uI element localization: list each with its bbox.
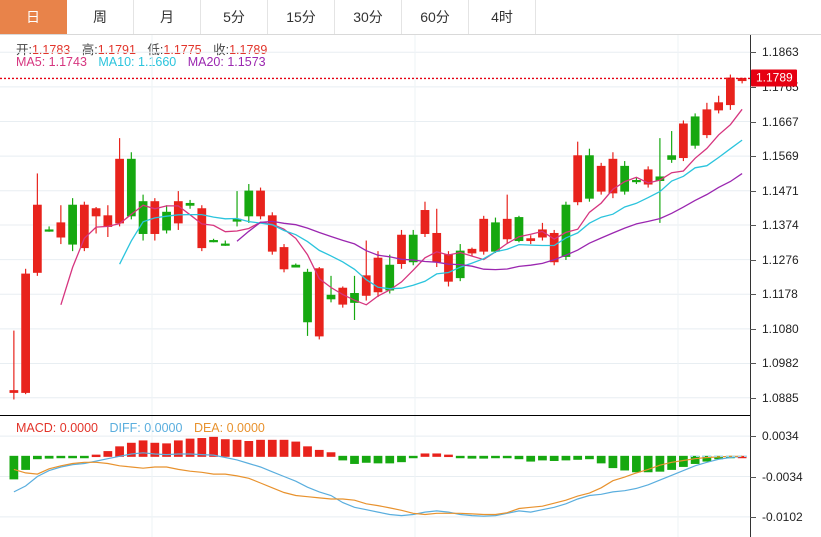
macd-tick-label: -0.0034 <box>762 469 803 484</box>
macd-legend: MACD: 0.0000 DIFF: 0.0000 DEA: 0.0000 <box>16 421 265 435</box>
macd-tickmark <box>750 476 756 478</box>
low-value: 1.1775 <box>163 43 202 57</box>
macd-tick-label: 0.0034 <box>762 429 799 444</box>
price-tick-label: 1.1569 <box>762 149 799 164</box>
macd-chart-panel[interactable] <box>0 416 750 537</box>
period-tab-3[interactable]: 5分 <box>201 0 268 34</box>
price-tickmark <box>750 225 756 226</box>
ma5-value: 1.1743 <box>48 55 87 69</box>
ma20-label: MA20: <box>187 55 224 69</box>
price-tickmark <box>750 52 756 54</box>
open-value: 1.1783 <box>31 43 71 57</box>
low-label: 低: <box>147 43 164 57</box>
price-axis: 1.18631.17651.16671.15691.14711.13741.12… <box>750 35 821 415</box>
period-tab-6[interactable]: 60分 <box>402 0 469 34</box>
ma10-value: 1.1660 <box>138 55 177 69</box>
price-tickmark <box>750 156 756 158</box>
period-tab-2[interactable]: 月 <box>134 0 201 34</box>
price-tickmark <box>750 294 756 296</box>
price-tick-label: 1.0982 <box>762 356 799 371</box>
macd-chart-svg <box>0 416 750 537</box>
price-tickmark <box>750 190 756 192</box>
price-tick-label: 1.1863 <box>762 45 799 60</box>
dea-label: DEA: <box>193 421 224 435</box>
macd-axis: 0.0034 -0.0034 -0.0102 <box>750 416 821 537</box>
close-value: 1.1789 <box>229 43 268 57</box>
close-label: 收: <box>213 43 230 57</box>
period-tabbar[interactable]: 日周月 5分 15分 30分 60分 4时 <box>0 0 821 35</box>
period-tab-1[interactable]: 周 <box>67 0 134 34</box>
price-tick-label: 1.1276 <box>762 252 799 267</box>
macd-value: 0.0000 <box>59 421 98 435</box>
high-label: 高: <box>81 43 98 57</box>
price-tickmark <box>750 328 756 330</box>
price-tick-label: 1.1667 <box>762 114 799 129</box>
price-tickmark <box>750 121 756 123</box>
current-price-badge: 1.1789 <box>751 69 797 87</box>
axis-separator <box>750 35 751 537</box>
ma10-label: MA10: <box>98 55 135 69</box>
macd-tickmark <box>750 436 756 438</box>
panel-divider <box>0 415 750 416</box>
price-tick-label: 1.1471 <box>762 183 799 198</box>
price-tick-label: 1.1080 <box>762 321 799 336</box>
open-label: 开: <box>16 43 32 57</box>
ohlc-legend: 开:1.1783 高:1.1791 低:1.1775 收:1.1789 <box>16 39 267 58</box>
ma20-value: 1.1573 <box>227 55 266 69</box>
macd-tick-label: -0.0102 <box>762 509 803 524</box>
period-tab-4[interactable]: 15分 <box>268 0 335 34</box>
price-chart-svg <box>0 35 750 415</box>
price-tickmark <box>750 86 756 88</box>
price-tick-label: 1.1374 <box>762 218 799 232</box>
dea-value: 0.0000 <box>226 421 265 435</box>
price-tick-label: 1.0885 <box>762 390 799 405</box>
diff-value: 0.0000 <box>144 421 183 435</box>
high-value: 1.1791 <box>97 43 136 57</box>
macd-tickmark <box>750 516 756 518</box>
macd-label: MACD: <box>16 421 57 435</box>
ma5-label: MA5: <box>16 55 46 69</box>
period-tab-0[interactable]: 日 <box>0 0 67 34</box>
diff-label: DIFF: <box>109 421 141 435</box>
price-chart-panel[interactable] <box>0 35 750 415</box>
ma-legend: MA5: 1.1743 MA10: 1.1660 MA20: 1.1573 <box>16 55 266 69</box>
price-tickmark <box>750 259 756 261</box>
price-tick-label: 1.1178 <box>762 287 798 302</box>
period-tab-7[interactable]: 4时 <box>469 0 536 34</box>
period-tab-5[interactable]: 30分 <box>335 0 402 34</box>
price-tickmark <box>750 397 756 399</box>
price-tickmark <box>750 363 756 365</box>
